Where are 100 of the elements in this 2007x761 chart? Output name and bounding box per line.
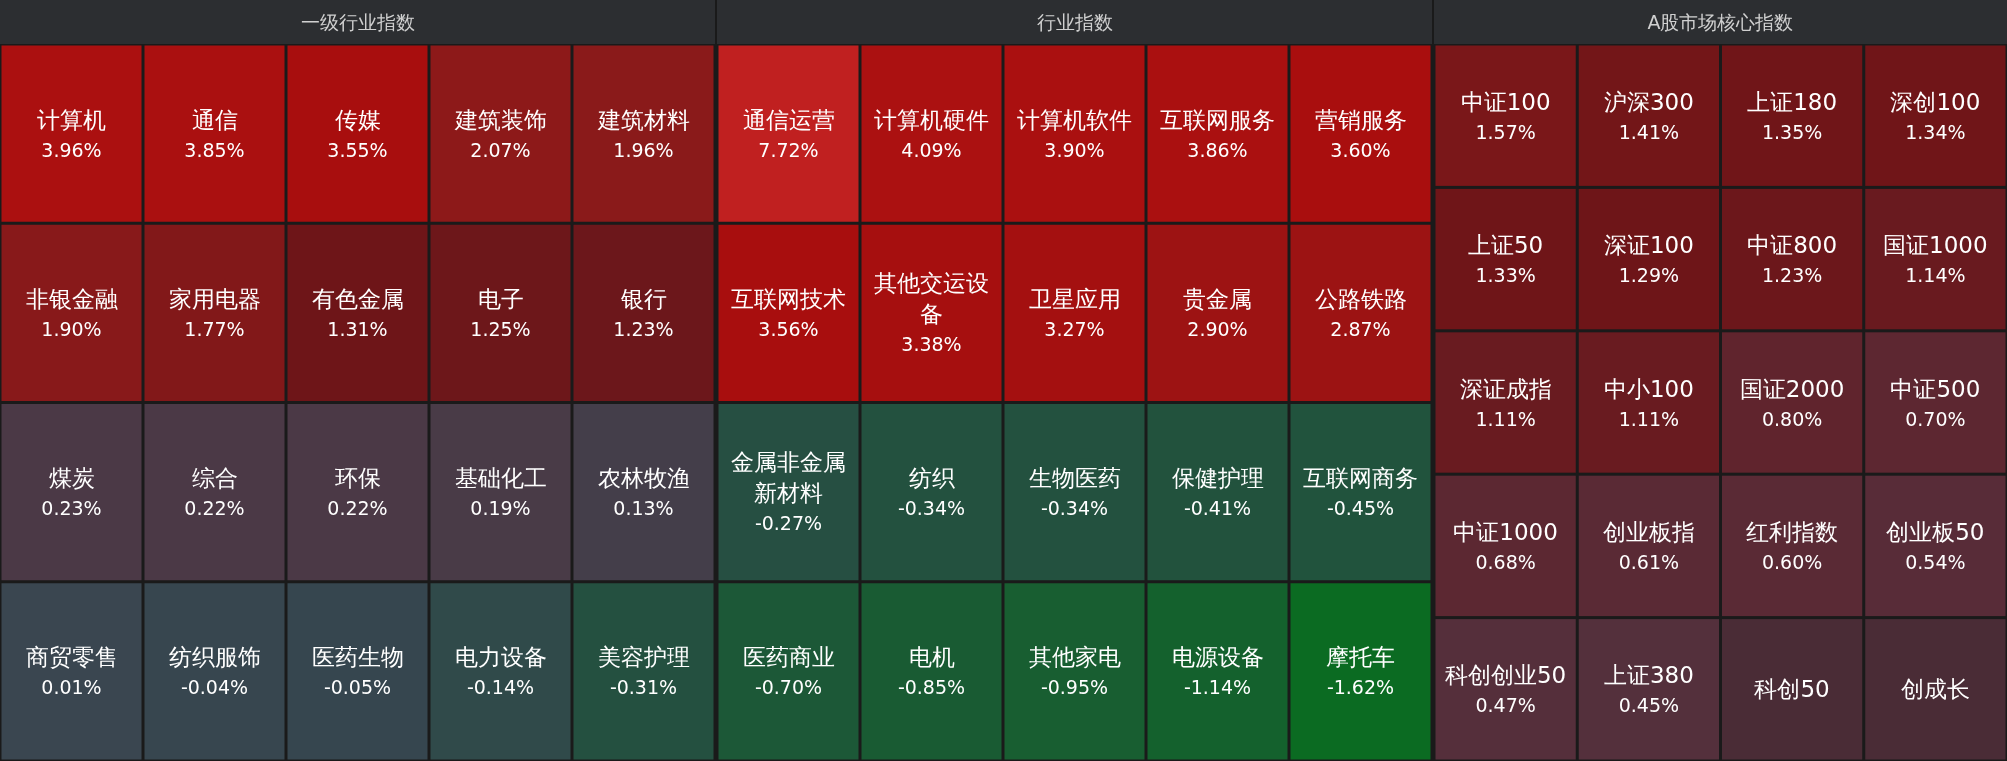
data-label: 2.90%: [1187, 317, 1248, 340]
category-label: 摩托车: [1326, 644, 1395, 671]
data-label: 3.56%: [758, 317, 819, 340]
category-label: 保健护理: [1171, 465, 1264, 492]
category-label: 环保: [334, 465, 381, 492]
category-label: 创业板指: [1602, 518, 1695, 545]
category-label: 互联网技术: [731, 285, 846, 312]
category-label: 上证180: [1747, 88, 1838, 115]
category-label: 传媒: [334, 106, 381, 133]
category-label: 国证2000: [1739, 375, 1845, 402]
data-label: 0.19%: [470, 497, 531, 520]
data-label: 1.77%: [184, 317, 245, 340]
data-label: -0.45%: [1326, 497, 1395, 520]
category-label: 煤炭: [48, 465, 95, 492]
title-header: 行业指数: [717, 0, 1432, 44]
category-label: 营销服务: [1314, 106, 1407, 133]
category-label: 电机: [908, 644, 955, 671]
data-label: 3.55%: [327, 138, 388, 161]
category-label: 深证100: [1603, 232, 1694, 259]
category-label: 电子: [477, 285, 524, 312]
data-label: 1.11%: [1618, 407, 1680, 430]
data-label: 0.13%: [613, 497, 674, 520]
data-label: 0.68%: [1475, 550, 1536, 573]
category-label: 农林牧渔: [597, 465, 690, 492]
data-label: -0.05%: [323, 676, 392, 699]
data-label: 3.38%: [901, 332, 962, 355]
data-label: 0.01%: [41, 676, 102, 699]
data-label: 7.72%: [758, 138, 819, 161]
category-label: 金属非金属新材料: [731, 449, 846, 507]
category-label: 科创创业50: [1444, 662, 1567, 689]
data-label: 0.23%: [41, 497, 102, 520]
data-label: -1.62%: [1326, 676, 1395, 699]
title-header: 一级行业指数: [0, 0, 715, 44]
category-label: 国证1000: [1883, 232, 1988, 259]
category-label: 医药生物: [311, 644, 404, 671]
category-label: 中小100: [1603, 375, 1694, 402]
data-label: 0.54%: [1905, 550, 1966, 573]
data-label: 1.33%: [1475, 264, 1536, 287]
category-label: 美容护理: [597, 644, 690, 671]
category-label: 家用电器: [168, 285, 261, 312]
category-label: 生物医药: [1028, 465, 1121, 492]
category-label: 上证380: [1603, 662, 1694, 689]
data-label: 3.96%: [41, 138, 102, 161]
category-label: 其他交运设备: [874, 269, 989, 327]
category-label: 综合: [191, 465, 238, 492]
category-label: 非银金融: [25, 285, 118, 312]
category-label: 基础化工: [454, 465, 547, 492]
category-label: 创成长: [1900, 676, 1970, 703]
category-label: 建筑装饰: [453, 106, 547, 133]
category-label: 通信运营: [742, 106, 835, 133]
category-label: 商贸零售: [25, 644, 118, 671]
data-label: 0.45%: [1618, 694, 1680, 717]
data-label: 1.57%: [1475, 120, 1536, 143]
data-label: 0.60%: [1761, 550, 1823, 573]
data-label: 1.90%: [41, 317, 102, 340]
data-label: 3.85%: [184, 138, 245, 161]
data-label: 0.80%: [1761, 407, 1823, 430]
data-label: -0.14%: [466, 676, 535, 699]
data-label: 0.22%: [327, 497, 388, 520]
data-label: 1.23%: [613, 317, 674, 340]
category-label: 计算机软件: [1017, 106, 1132, 133]
data-label: 1.35%: [1761, 120, 1823, 143]
category-label: 深证成指: [1459, 375, 1552, 402]
category-label: 中证1000: [1453, 518, 1558, 545]
data-label: -0.70%: [754, 676, 823, 699]
category-label: 贵金属: [1183, 285, 1252, 312]
category-label: 计算机硬件: [874, 106, 989, 133]
data-label: -0.41%: [1183, 497, 1252, 520]
category-label: 互联网服务: [1160, 106, 1275, 133]
data-label: -0.85%: [897, 676, 966, 699]
category-label: 沪深300: [1603, 88, 1694, 115]
data-label: 1.23%: [1761, 264, 1823, 287]
category-label: 银行: [619, 285, 667, 312]
data-label: -0.27%: [754, 512, 823, 535]
data-label: 1.25%: [470, 317, 531, 340]
data-label: 2.87%: [1330, 317, 1391, 340]
category-label: 电源设备: [1171, 644, 1264, 671]
data-label: -0.95%: [1040, 676, 1109, 699]
data-label: 3.86%: [1187, 138, 1248, 161]
category-label: 科创50: [1754, 676, 1830, 703]
category-label: 其他家电: [1028, 644, 1121, 671]
category-label: 建筑材料: [596, 106, 690, 133]
data-label: 1.34%: [1905, 120, 1966, 143]
category-label: 纺织: [908, 465, 955, 492]
data-label: 0.70%: [1905, 407, 1966, 430]
category-label: 计算机: [37, 106, 106, 133]
data-label: 1.41%: [1618, 120, 1680, 143]
category-label: 互联网商务: [1303, 465, 1418, 492]
data-label: 1.31%: [327, 317, 388, 340]
category-label: 红利指数: [1746, 518, 1839, 545]
data-label: 1.14%: [1905, 264, 1966, 287]
category-label: 深创100: [1890, 88, 1981, 115]
data-label: 3.27%: [1044, 317, 1105, 340]
data-label: -1.14%: [1183, 676, 1252, 699]
category-label: 中证100: [1460, 88, 1551, 115]
category-label: 公路铁路: [1314, 285, 1407, 312]
category-label: 医药商业: [742, 644, 835, 671]
data-label: 2.07%: [470, 138, 531, 161]
data-label: 1.29%: [1618, 264, 1680, 287]
category-label: 卫星应用: [1028, 285, 1121, 312]
